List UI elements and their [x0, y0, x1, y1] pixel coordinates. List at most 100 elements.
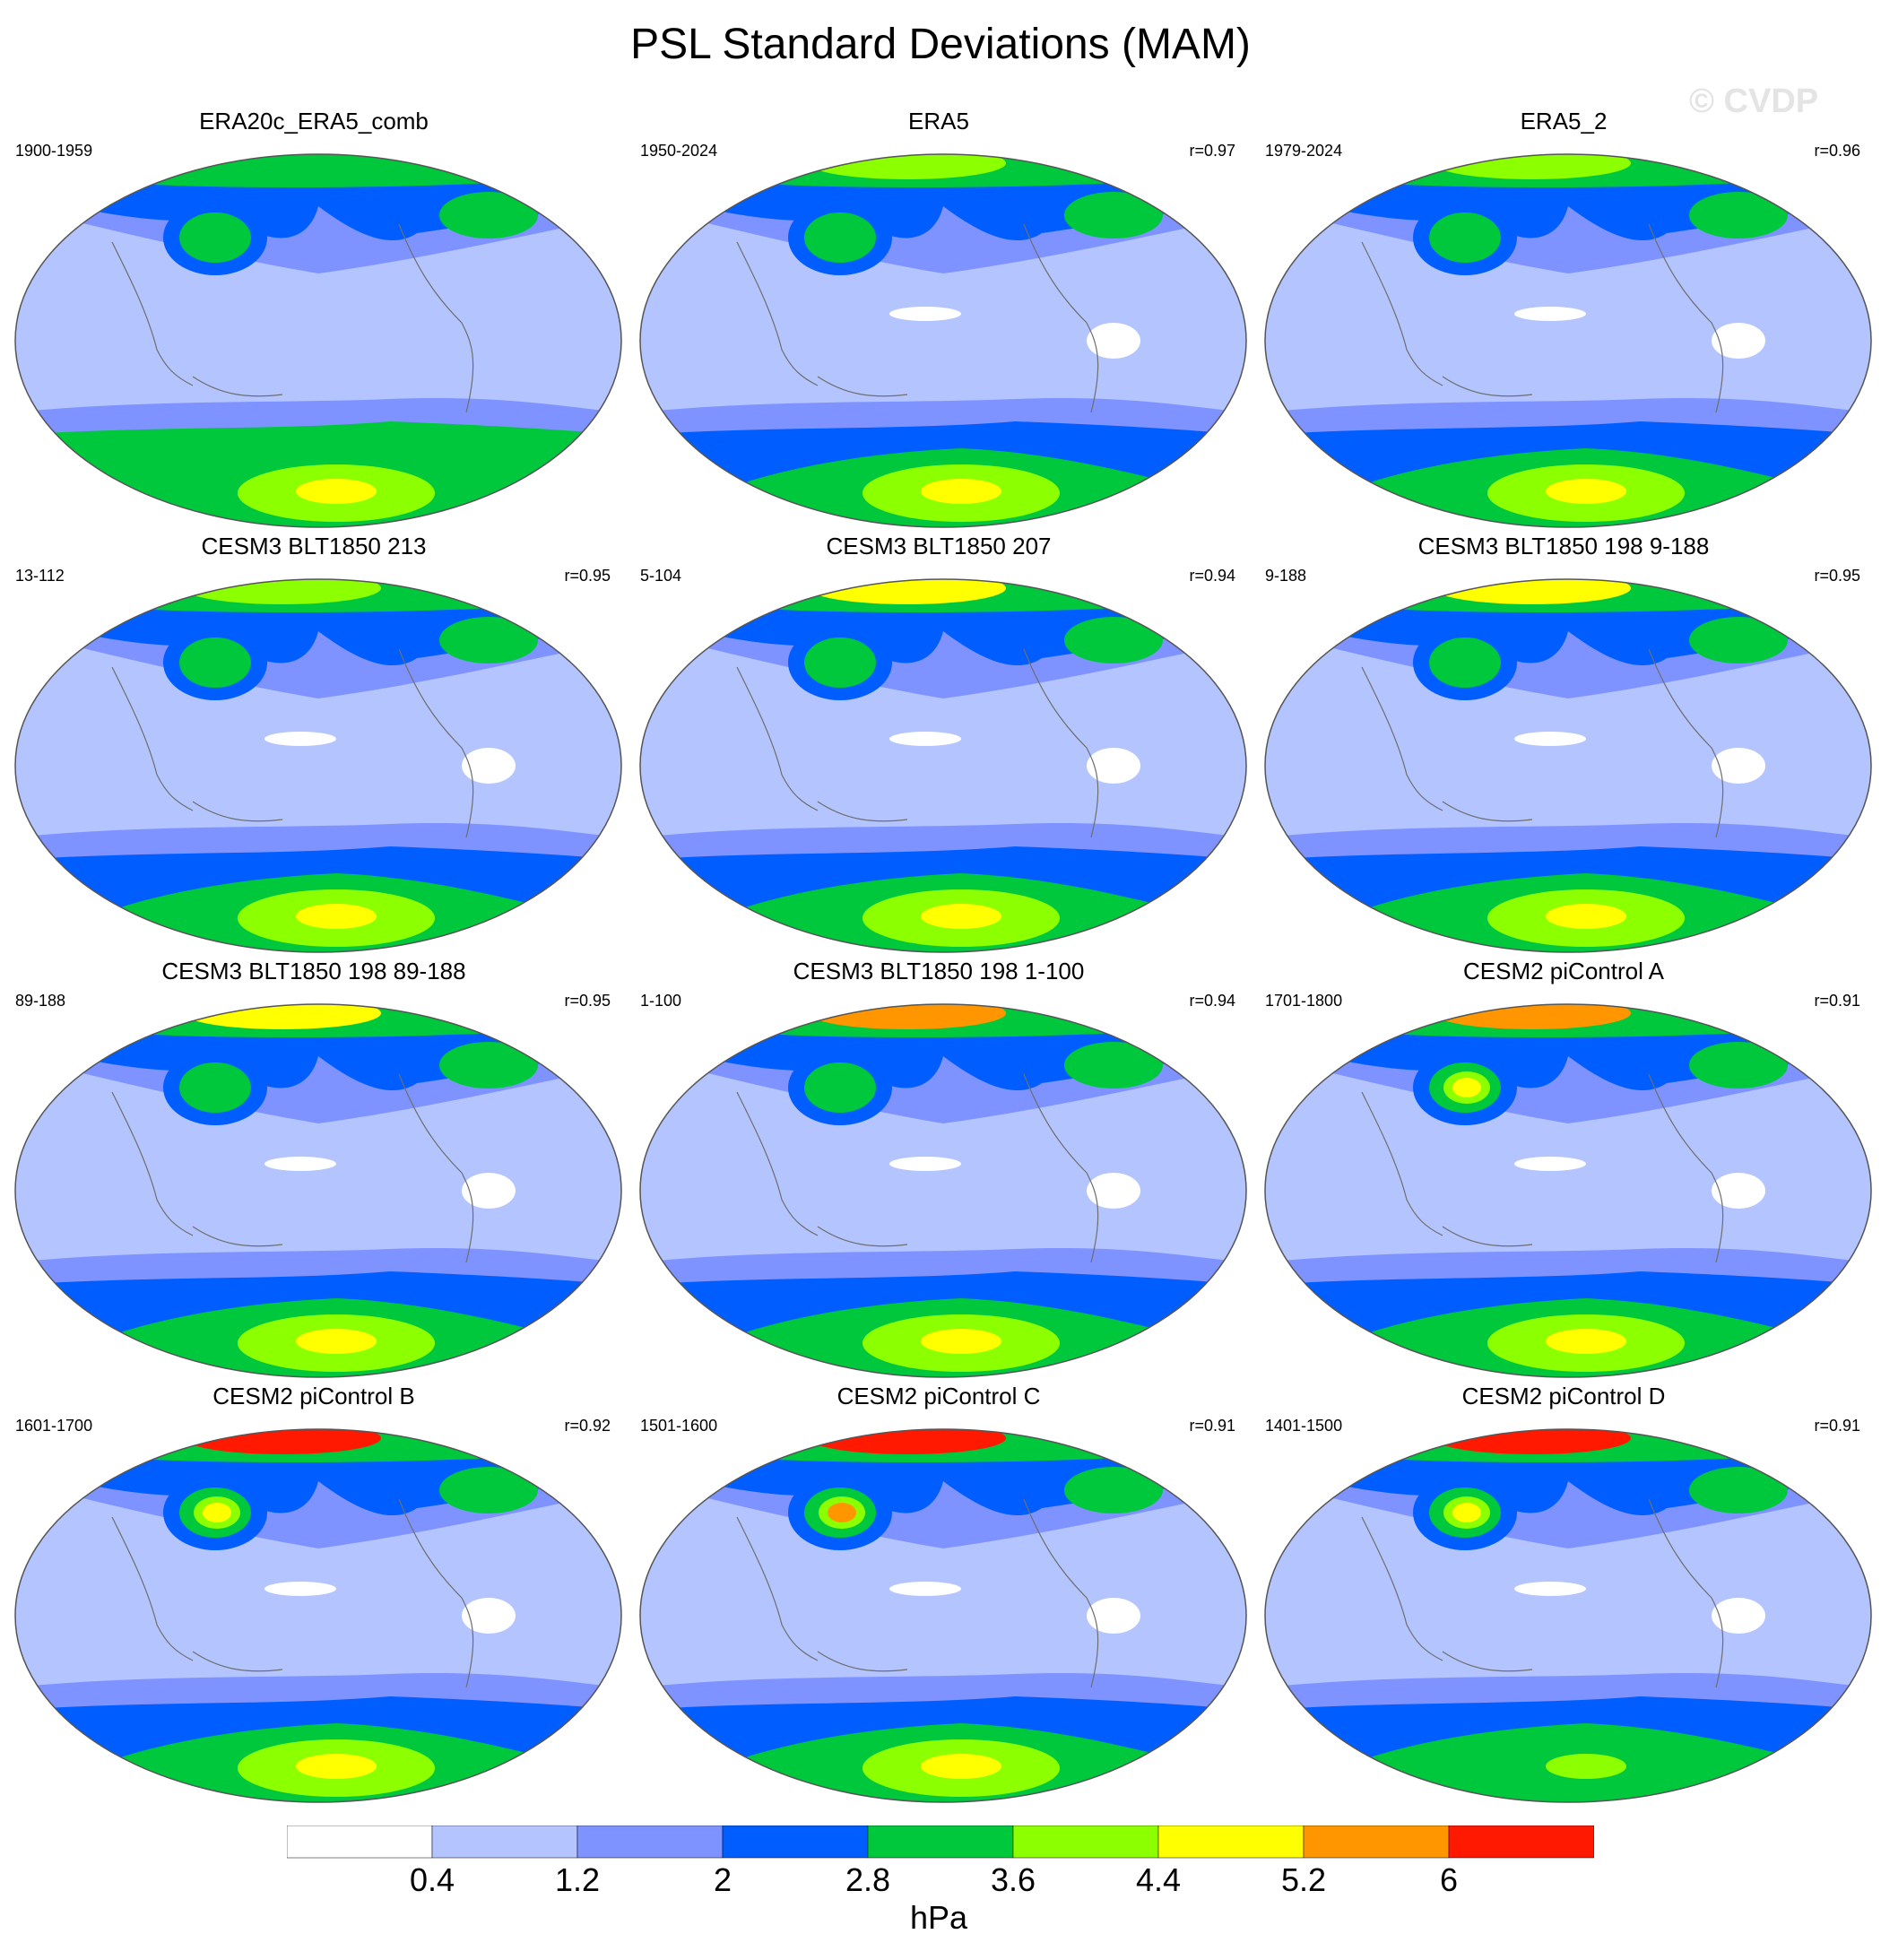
panel-period: 1401-1500	[1265, 1417, 1343, 1435]
australia-coastline	[817, 1651, 908, 1672]
psl-stddev-map	[1264, 1428, 1872, 1803]
americas-coastline	[1023, 1498, 1099, 1688]
south-america-min	[462, 1598, 516, 1634]
panel-title: ERA5	[908, 108, 969, 134]
figure-title: PSL Standard Deviations (MAM)	[630, 21, 1251, 68]
australia-coastline	[192, 801, 283, 822]
panel-pattern-correlation: r=0.92	[564, 1417, 611, 1435]
antarctic-peak	[296, 479, 377, 504]
colorbar-box	[287, 1826, 433, 1859]
panel-pattern-correlation: r=0.97	[1189, 142, 1235, 160]
psl-stddev-map	[1264, 1003, 1872, 1378]
natl-core	[1689, 192, 1788, 238]
psl-stddev-map	[1264, 153, 1872, 528]
warm-pool-min	[889, 732, 961, 746]
map-panel: ERA20c_ERA5_comb 1900-1959	[4, 108, 623, 529]
map-border	[1264, 1428, 1872, 1803]
panel-period: 1701-1800	[1265, 992, 1343, 1010]
colorbar-box	[1157, 1826, 1305, 1859]
map-border	[639, 578, 1247, 953]
panel-period: 1979-2024	[1265, 142, 1343, 160]
panel-pattern-correlation: r=0.91	[1814, 1417, 1860, 1435]
australia-coastline	[192, 376, 283, 397]
colorbar-tick-label: 1.2	[554, 1861, 601, 1898]
map-panel: CESM3 BLT1850 198 9-188 9-188 r=0.95	[1254, 533, 1873, 954]
psl-stddev-map	[14, 578, 622, 953]
colorbar-box	[1012, 1826, 1159, 1859]
colorbar-tick-label: 6	[1439, 1861, 1459, 1898]
panel-pattern-correlation: r=0.94	[1189, 567, 1235, 585]
natl-core	[439, 192, 538, 238]
australia-coastline	[817, 1226, 908, 1247]
warm-pool-min	[264, 1582, 336, 1596]
npac-core	[804, 212, 876, 263]
panel-period: 1501-1600	[640, 1417, 718, 1435]
warm-pool-min	[1514, 307, 1586, 321]
psl-stddev-map	[14, 153, 622, 528]
americas-coastline	[1023, 648, 1099, 838]
natl-core	[1064, 192, 1163, 238]
panel-title: CESM2 piControl B	[212, 1383, 415, 1409]
antarctic-peak	[296, 1754, 377, 1779]
map-border	[639, 1428, 1247, 1803]
panel-period: 1601-1700	[15, 1417, 93, 1435]
south-america-min	[1712, 1598, 1765, 1634]
panel-pattern-correlation: r=0.91	[1189, 1417, 1235, 1435]
map-panel: CESM2 piControl C 1501-1600 r=0.91	[629, 1383, 1248, 1804]
asia-coastline	[111, 1516, 194, 1661]
map-panel: CESM3 BLT1850 207 5-104 r=0.94	[629, 533, 1248, 954]
south-america-min	[1087, 323, 1140, 359]
panel-title: CESM3 BLT1850 198 1-100	[793, 958, 1085, 984]
panel-period: 89-188	[15, 992, 66, 1010]
panel-period: 9-188	[1265, 567, 1307, 585]
colorbar-units: hPa	[909, 1899, 968, 1936]
npac-core	[1429, 637, 1501, 688]
americas-coastline	[398, 223, 474, 413]
npac-core	[804, 1062, 876, 1113]
natl-core	[439, 617, 538, 663]
colorbar	[287, 1826, 1594, 1859]
australia-coastline	[1442, 1226, 1533, 1247]
south-america-min	[1712, 323, 1765, 359]
australia-coastline	[1442, 1651, 1533, 1672]
warm-pool-min	[264, 732, 336, 746]
warm-pool-min	[1514, 732, 1586, 746]
americas-coastline	[1023, 1073, 1099, 1263]
npac-core	[804, 637, 876, 688]
antarctic-peak	[921, 1329, 1001, 1354]
warm-pool-min	[264, 1157, 336, 1171]
natl-core	[1064, 1042, 1163, 1088]
asia-coastline	[111, 241, 194, 386]
americas-coastline	[1023, 223, 1099, 413]
south-america-min	[1712, 748, 1765, 784]
americas-coastline	[398, 1073, 474, 1263]
warm-pool-min	[889, 307, 961, 321]
south-america-min	[462, 748, 516, 784]
panel-title: ERA20c_ERA5_comb	[199, 108, 429, 134]
antarctic-peak	[1546, 904, 1626, 929]
psl-stddev-map	[1264, 578, 1872, 953]
natl-core	[1064, 1467, 1163, 1513]
americas-coastline	[1648, 1073, 1724, 1263]
npac-core	[179, 637, 251, 688]
colorbar-tick-label: 3.6	[990, 1861, 1036, 1898]
panel-pattern-correlation: r=0.91	[1814, 992, 1860, 1010]
australia-coastline	[1442, 376, 1533, 397]
panel-title: ERA5_2	[1520, 108, 1608, 134]
map-panel: ERA5 1950-2024 r=0.97	[629, 108, 1248, 529]
americas-coastline	[1648, 223, 1724, 413]
panel-pattern-correlation: r=0.96	[1814, 142, 1860, 160]
antarctic-peak	[1546, 1754, 1626, 1779]
map-border	[639, 153, 1247, 528]
australia-coastline	[817, 376, 908, 397]
npac-peak-2	[828, 1503, 856, 1522]
americas-coastline	[1648, 1498, 1724, 1688]
colorbar-box	[722, 1826, 869, 1859]
psl-stddev-map	[639, 153, 1247, 528]
npac-peak-2	[1452, 1078, 1481, 1097]
psl-stddev-map	[639, 1003, 1247, 1378]
natl-core	[439, 1467, 538, 1513]
psl-stddev-map	[639, 578, 1247, 953]
npac-peak-2	[203, 1503, 231, 1522]
asia-coastline	[1361, 241, 1443, 386]
